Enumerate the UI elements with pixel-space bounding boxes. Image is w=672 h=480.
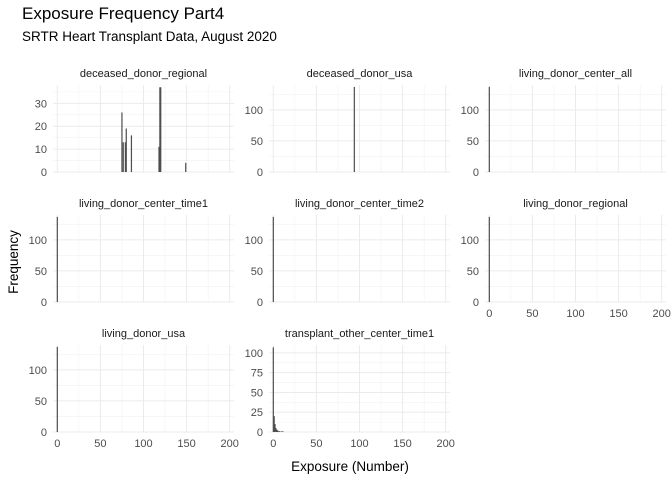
y-tick-label: 100 bbox=[461, 235, 479, 247]
y-tick-label: 50 bbox=[251, 387, 263, 399]
panel-strip-label: living_donor_center_time2 bbox=[295, 198, 424, 210]
y-tick-label: 0 bbox=[41, 427, 47, 439]
x-tick-label: 200 bbox=[221, 438, 239, 450]
y-tick-label: 75 bbox=[251, 368, 263, 380]
y-tick-label: 0 bbox=[257, 167, 263, 179]
histogram-bar bbox=[488, 216, 490, 302]
panel-strip-label: living_donor_center_time1 bbox=[79, 198, 208, 210]
y-tick-label: 50 bbox=[251, 266, 263, 278]
y-tick-label: 50 bbox=[251, 136, 263, 148]
histogram-bar bbox=[276, 429, 278, 432]
y-tick-label: 100 bbox=[245, 348, 263, 360]
histogram-bar bbox=[272, 216, 274, 302]
panel-strip-label: deceased_donor_regional bbox=[80, 68, 207, 80]
x-tick-label: 150 bbox=[177, 438, 195, 450]
chart-subtitle: SRTR Heart Transplant Data, August 2020 bbox=[22, 29, 277, 44]
histogram-bar bbox=[488, 86, 490, 172]
y-tick-label: 0 bbox=[473, 167, 479, 179]
x-tick-label: 0 bbox=[54, 438, 60, 450]
histogram-bar bbox=[56, 346, 58, 432]
histogram-bar bbox=[122, 142, 124, 172]
histogram-bar bbox=[277, 430, 279, 432]
x-tick-label: 0 bbox=[270, 438, 276, 450]
histogram-bar bbox=[124, 142, 126, 172]
panel-strip-label: living_donor_regional bbox=[523, 198, 628, 210]
y-tick-label: 100 bbox=[29, 365, 47, 377]
x-tick-label: 150 bbox=[609, 308, 627, 320]
y-tick-label: 30 bbox=[35, 98, 47, 110]
histogram-bar bbox=[160, 87, 162, 172]
y-tick-label: 0 bbox=[41, 297, 47, 309]
histogram-bar bbox=[272, 347, 274, 432]
x-tick-label: 50 bbox=[526, 308, 538, 320]
histogram-bar bbox=[121, 112, 123, 172]
histogram-bar bbox=[277, 431, 280, 432]
x-axis-title: Exposure (Number) bbox=[291, 459, 409, 474]
y-tick-label: 0 bbox=[257, 297, 263, 309]
y-tick-label: 100 bbox=[29, 235, 47, 247]
y-tick-label: 20 bbox=[35, 121, 47, 133]
histogram-bar bbox=[56, 216, 58, 302]
histogram-bar bbox=[278, 431, 280, 432]
histogram-bar bbox=[275, 428, 277, 432]
histogram-bar bbox=[274, 424, 276, 432]
x-tick-label: 0 bbox=[486, 308, 492, 320]
y-tick-label: 100 bbox=[245, 235, 263, 247]
panel-strip-label: deceased_donor_usa bbox=[307, 68, 414, 80]
histogram-bar bbox=[185, 162, 187, 172]
y-tick-label: 50 bbox=[467, 266, 479, 278]
x-tick-label: 50 bbox=[94, 438, 106, 450]
histogram-bar bbox=[280, 431, 282, 432]
histogram-bar bbox=[130, 135, 133, 172]
histogram-bar bbox=[158, 146, 160, 172]
x-tick-label: 50 bbox=[310, 438, 322, 450]
x-tick-label: 200 bbox=[653, 308, 671, 320]
panel-strip-label: transplant_other_center_time1 bbox=[285, 328, 434, 340]
histogram-bar bbox=[159, 87, 161, 172]
histogram-bar bbox=[125, 128, 127, 172]
panel-strip-label: living_donor_usa bbox=[102, 328, 186, 340]
x-tick-label: 200 bbox=[437, 438, 455, 450]
y-tick-label: 100 bbox=[245, 105, 263, 117]
histogram-bar bbox=[273, 416, 275, 432]
x-tick-label: 100 bbox=[134, 438, 152, 450]
panel-strip-label: living_donor_center_all bbox=[519, 68, 632, 80]
histogram-bar bbox=[353, 86, 355, 172]
y-tick-label: 100 bbox=[461, 105, 479, 117]
y-tick-label: 0 bbox=[257, 427, 263, 439]
y-tick-label: 50 bbox=[467, 136, 479, 148]
y-tick-label: 25 bbox=[251, 407, 263, 419]
y-tick-label: 0 bbox=[473, 297, 479, 309]
x-tick-label: 100 bbox=[350, 438, 368, 450]
chart-title: Exposure Frequency Part4 bbox=[22, 4, 225, 23]
y-tick-label: 50 bbox=[35, 266, 47, 278]
y-tick-label: 0 bbox=[41, 167, 47, 179]
x-tick-label: 150 bbox=[393, 438, 411, 450]
y-axis-title: Frequency bbox=[6, 230, 21, 294]
y-tick-label: 50 bbox=[35, 396, 47, 408]
y-tick-label: 10 bbox=[35, 144, 47, 156]
histogram-bar bbox=[282, 431, 284, 432]
x-tick-label: 100 bbox=[566, 308, 584, 320]
